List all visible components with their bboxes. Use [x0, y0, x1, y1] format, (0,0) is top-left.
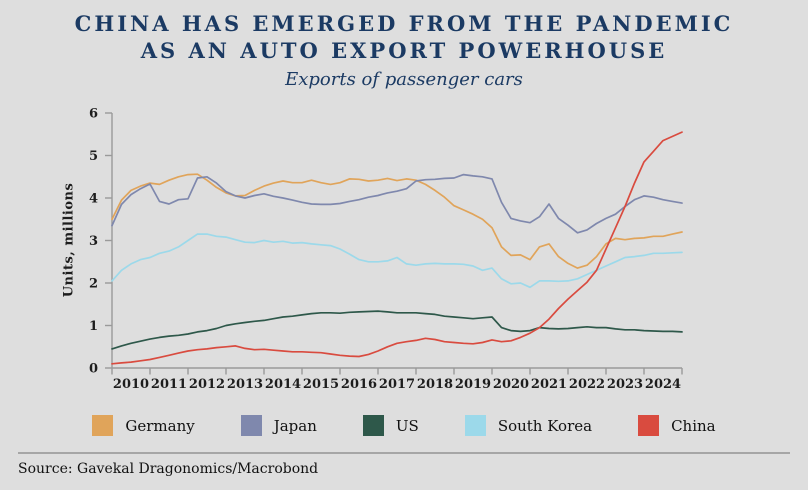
legend-item-china: China	[638, 415, 716, 436]
chart-subtitle: Exports of passenger cars	[285, 69, 523, 90]
x-tick-label: 2018	[417, 377, 453, 392]
x-tick-label: 2021	[531, 377, 567, 392]
y-tick-label: 0	[89, 362, 98, 377]
legend-swatch	[240, 415, 262, 436]
series-line-south-korea	[111, 233, 683, 289]
source-text: Source: Gavekal Dragonomics/Macrobond	[18, 461, 319, 477]
y-tick-label: 3	[89, 234, 98, 249]
legend-label: China	[671, 416, 716, 435]
x-tick-label: 2022	[569, 377, 605, 392]
x-tick-label: 2020	[493, 377, 529, 392]
y-tick-label: 4	[89, 192, 98, 207]
series-line-germany	[111, 173, 683, 269]
series-line-china	[111, 131, 683, 365]
footer-divider	[18, 452, 790, 454]
legend-item-us: US	[362, 415, 419, 436]
legend-swatch	[362, 415, 384, 436]
y-tick-label: 5	[89, 149, 98, 164]
legend-label: US	[395, 416, 419, 435]
legend-label: Germany	[125, 416, 195, 435]
x-tick-label: 2017	[379, 377, 415, 392]
legend-item-germany: Germany	[92, 415, 195, 436]
legend-swatch	[464, 415, 486, 436]
legend-swatch	[638, 415, 660, 436]
x-tick-label: 2015	[303, 377, 339, 392]
x-tick-label: 2011	[151, 377, 187, 392]
legend-label: Japan	[273, 416, 317, 435]
legend-swatch	[92, 415, 114, 436]
series-line-us	[111, 310, 683, 350]
y-tick-label: 6	[89, 107, 98, 122]
x-tick-label: 2012	[189, 377, 225, 392]
y-tick-label: 2	[89, 277, 98, 292]
x-tick-label: 2019	[455, 377, 491, 392]
y-tick-label: 1	[89, 319, 98, 334]
chart-title: CHINA HAS EMERGED FROM THE PANDEMIC AS A…	[0, 10, 808, 64]
chart-legend: Germany Japan US South Korea China	[0, 415, 808, 436]
x-tick-label: 2010	[113, 377, 149, 392]
legend-item-south-korea: South Korea	[464, 415, 593, 436]
legend-item-japan: Japan	[240, 415, 317, 436]
x-tick-label: 2013	[227, 377, 263, 392]
x-tick-label: 2024	[645, 377, 681, 392]
chart-title-line-2: AS AN AUTO EXPORT POWERHOUSE	[140, 38, 668, 63]
x-tick-label: 2016	[341, 377, 377, 392]
chart-title-line-1: CHINA HAS EMERGED FROM THE PANDEMIC	[74, 11, 734, 36]
x-tick-label: 2014	[265, 377, 301, 392]
series-line-japan	[111, 173, 683, 234]
x-tick-label: 2023	[607, 377, 643, 392]
legend-label: South Korea	[497, 416, 593, 435]
